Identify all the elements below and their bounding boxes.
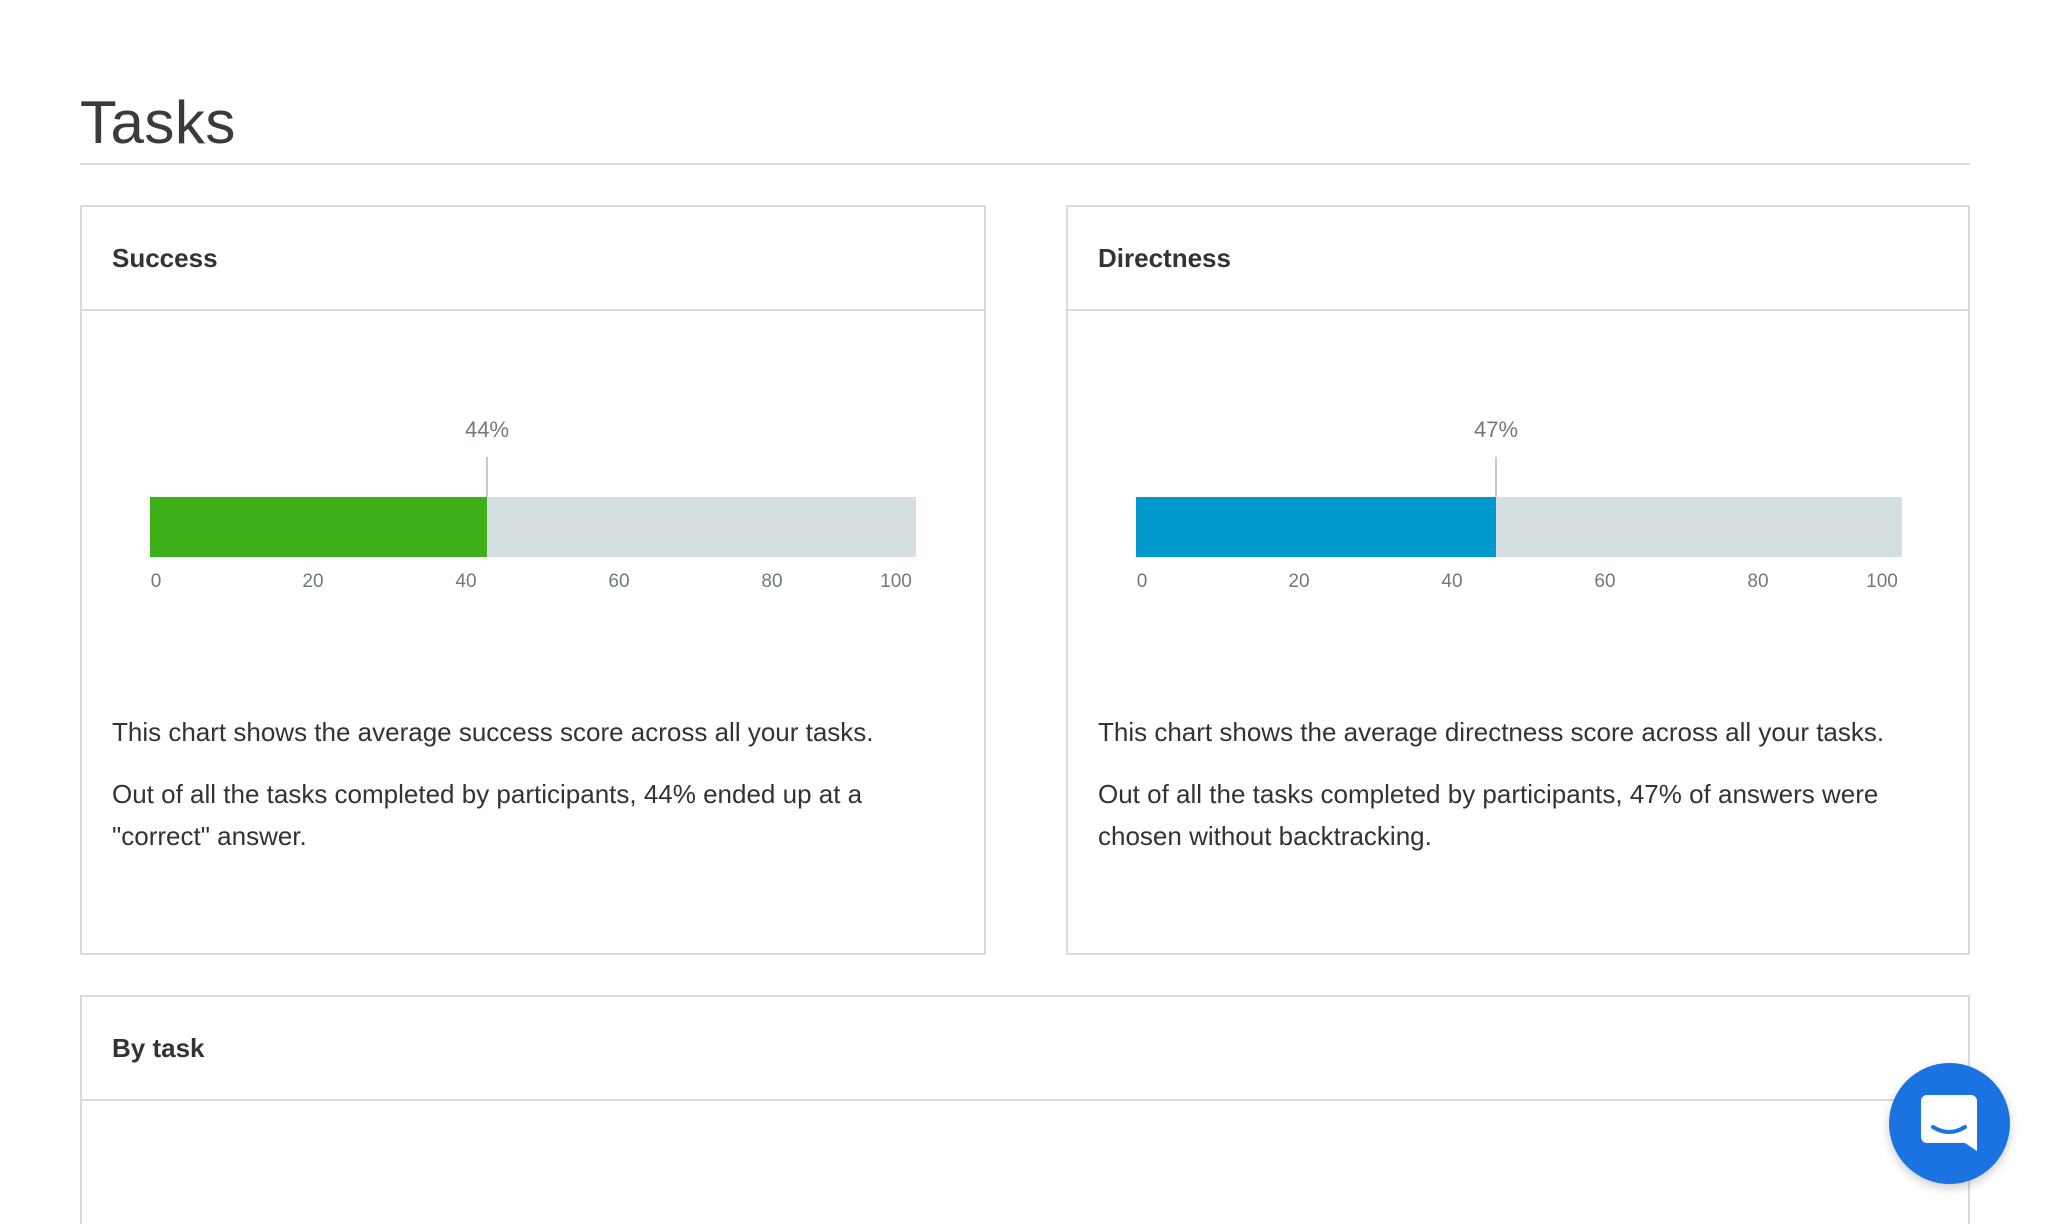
directness-tick-label: 100 [1866, 571, 1898, 592]
success-panel: Success 44% 0 20 40 60 80 100 This chart… [80, 205, 986, 955]
success-tick-label: 100 [880, 571, 912, 592]
directness-panel-header: Directness [1068, 207, 1968, 311]
by-task-panel-header: By task [82, 997, 1968, 1101]
directness-gauge-track [1136, 497, 1902, 557]
directness-detail: Out of all the tasks completed by partic… [1098, 779, 1879, 851]
by-task-panel: By task [80, 995, 1970, 1224]
success-value-label: 44% [465, 417, 510, 442]
title-divider [80, 163, 1970, 165]
success-gauge-fill [150, 497, 488, 557]
chat-launcher-button[interactable] [1889, 1063, 2010, 1184]
directness-tick-label: 80 [1747, 571, 1769, 592]
success-explanation: This chart shows the average success sco… [112, 711, 952, 877]
success-gauge: 44% 0 20 40 60 80 100 [150, 417, 916, 592]
directness-description: This chart shows the average directness … [1098, 717, 1885, 747]
success-value-marker [486, 457, 489, 517]
directness-value-label: 47% [1473, 417, 1519, 442]
directness-gauge-fill [1136, 497, 1497, 557]
success-gauge-track [150, 497, 916, 557]
directness-explanation: This chart shows the average directness … [1098, 711, 1938, 877]
by-task-panel-title: By task [112, 1032, 205, 1063]
directness-value-marker [1495, 457, 1498, 517]
success-tick-label: 0 [150, 571, 162, 592]
directness-panel: Directness 47% 0 20 40 60 80 100 This ch… [1066, 205, 1970, 955]
success-detail: Out of all the tasks completed by partic… [112, 779, 863, 851]
directness-tick-label: 40 [1441, 571, 1463, 592]
chat-bubble-icon [1921, 1095, 1977, 1151]
success-description: This chart shows the average success sco… [112, 717, 874, 747]
success-tick-label: 20 [302, 571, 324, 592]
success-tick-label: 60 [608, 571, 630, 592]
success-panel-header: Success [82, 207, 984, 311]
directness-tick-label: 0 [1136, 571, 1148, 592]
directness-tick-label: 20 [1288, 571, 1310, 592]
directness-panel-title: Directness [1098, 242, 1231, 273]
directness-gauge: 47% 0 20 40 60 80 100 [1136, 417, 1902, 592]
success-tick-label: 80 [761, 571, 783, 592]
success-tick-label: 40 [455, 571, 477, 592]
page-title: Tasks [80, 89, 236, 156]
success-panel-title: Success [112, 242, 218, 273]
directness-tick-label: 60 [1594, 571, 1616, 592]
